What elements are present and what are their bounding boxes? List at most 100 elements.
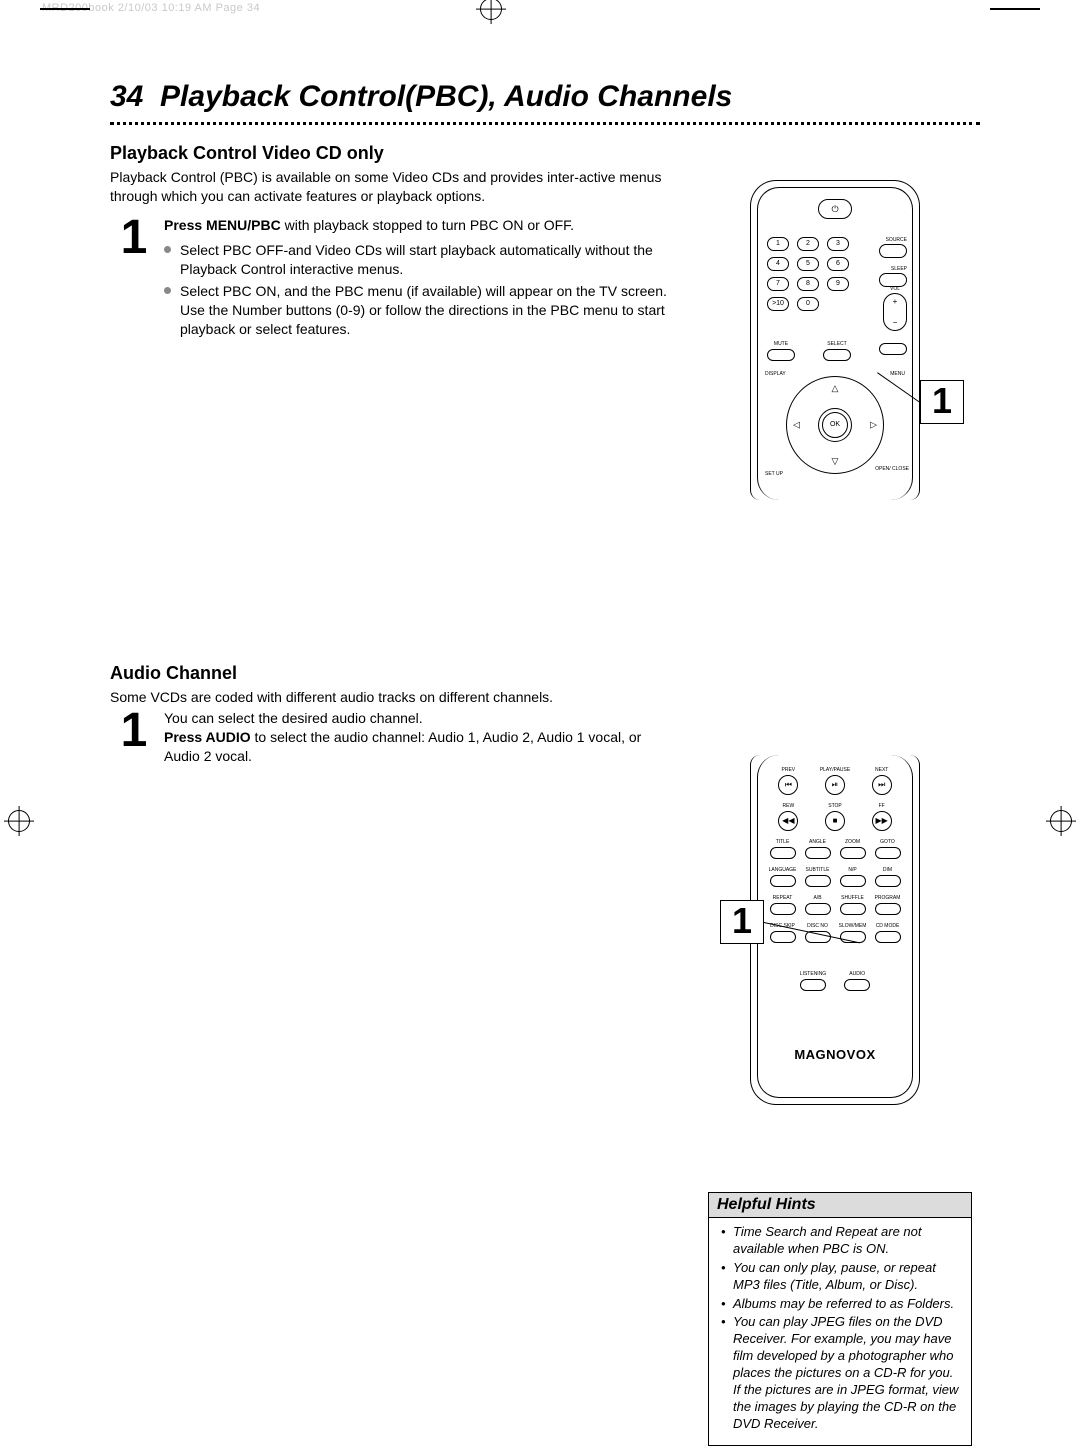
label: DISC NO bbox=[800, 923, 835, 929]
pill-button-icon bbox=[800, 979, 826, 991]
volume-rocker-icon: VOL + − bbox=[883, 293, 907, 331]
registration-mark bbox=[480, 0, 502, 20]
hint-item: You can play JPEG files on the DVD Recei… bbox=[721, 1314, 961, 1432]
helpful-hints-box: Helpful Hints Time Search and Repeat are… bbox=[708, 1192, 972, 1446]
pill-button-icon bbox=[875, 931, 901, 943]
label: FF bbox=[858, 803, 905, 809]
num-button: 9 bbox=[827, 277, 849, 291]
label: REPEAT bbox=[765, 895, 800, 901]
setup-label: SET UP bbox=[765, 471, 783, 477]
hint-item: Time Search and Repeat are not available… bbox=[721, 1224, 961, 1258]
pill-button-icon bbox=[770, 931, 796, 943]
left-arrow-icon: ◁ bbox=[793, 420, 800, 431]
brand-label: MAGNOVOX bbox=[751, 1047, 919, 1062]
menu-label: MENU bbox=[890, 371, 905, 377]
pill-button-icon bbox=[805, 903, 831, 915]
number-pad: 1 2 3 4 5 6 7 8 9 >10 0 bbox=[767, 237, 849, 311]
nav-ring-icon: △ ▽ ◁ ▷ OK bbox=[786, 376, 884, 474]
remote-bottom-illustration: PREV⏮ PLAY/PAUSE⏯ NEXT⏭ REW◀◀ STOP■ FF▶▶… bbox=[750, 755, 920, 1105]
next-icon: ⏭ bbox=[872, 775, 892, 795]
page-title-text: Playback Control(PBC), Audio Channels bbox=[160, 80, 732, 113]
bullet-item: Select PBC OFF-and Video CDs will start … bbox=[164, 241, 670, 279]
transport-row-2: REW◀◀ STOP■ FF▶▶ bbox=[765, 803, 905, 831]
num-button: 7 bbox=[767, 277, 789, 291]
label: TITLE bbox=[765, 839, 800, 845]
pill-button-icon bbox=[770, 903, 796, 915]
label: AUDIO bbox=[844, 971, 870, 977]
section2-intro: Some VCDs are coded with different audio… bbox=[110, 688, 670, 707]
pill-button-icon bbox=[875, 903, 901, 915]
play-pause-icon: ⏯ bbox=[825, 775, 845, 795]
open-close-label: OPEN/ CLOSE bbox=[875, 467, 909, 472]
prev-icon: ⏮ bbox=[778, 775, 798, 795]
num-button: 6 bbox=[827, 257, 849, 271]
section2-instruction: Press AUDIO to select the audio channel:… bbox=[164, 728, 670, 766]
label: SUBTITLE bbox=[800, 867, 835, 873]
pill-button-icon bbox=[879, 244, 907, 258]
pill-button-icon bbox=[840, 903, 866, 915]
num-button: 4 bbox=[767, 257, 789, 271]
section1-bullets: Select PBC OFF-and Video CDs will start … bbox=[164, 241, 670, 339]
num-button: 8 bbox=[797, 277, 819, 291]
label: PREV bbox=[765, 767, 812, 773]
display-label: DISPLAY bbox=[765, 371, 786, 377]
section2-heading: Audio Channel bbox=[110, 663, 980, 684]
right-arrow-icon: ▷ bbox=[870, 420, 877, 431]
label: DIM bbox=[870, 867, 905, 873]
section2-step: 1 You can select the desired audio chann… bbox=[110, 709, 670, 766]
label: STOP bbox=[812, 803, 859, 809]
label: ZOOM bbox=[835, 839, 870, 845]
num-button: 1 bbox=[767, 237, 789, 251]
label: N/P bbox=[835, 867, 870, 873]
hints-body: Time Search and Repeat are not available… bbox=[709, 1218, 971, 1445]
hints-header: Helpful Hints bbox=[709, 1193, 971, 1218]
label: GOTO bbox=[870, 839, 905, 845]
mute-select-row: MUTE SELECT bbox=[767, 341, 907, 361]
pill-button-icon bbox=[770, 875, 796, 887]
num-button: 2 bbox=[797, 237, 819, 251]
side-buttons: SOURCE SLEEP bbox=[879, 237, 907, 287]
feature-row: LANGUAGE SUBTITLE N/P DIM bbox=[765, 867, 905, 887]
step-number: 1 bbox=[110, 216, 158, 259]
label: SHUFFLE bbox=[835, 895, 870, 901]
section1-intro: Playback Control (PBC) is available on s… bbox=[110, 168, 670, 206]
registration-mark bbox=[1050, 810, 1072, 832]
feature-row: REPEAT A/B SHUFFLE PROGRAM bbox=[765, 895, 905, 915]
pill-button-icon bbox=[875, 875, 901, 887]
down-arrow-icon: ▽ bbox=[832, 456, 839, 467]
section1-heading: Playback Control Video CD only bbox=[110, 143, 980, 164]
step-number: 1 bbox=[110, 709, 158, 752]
instr-rest: with playback stopped to turn PBC ON or … bbox=[281, 217, 574, 233]
dotted-rule bbox=[110, 122, 980, 125]
section2-intro2: You can select the desired audio channel… bbox=[164, 709, 670, 728]
rew-icon: ◀◀ bbox=[778, 811, 798, 831]
callout-box: 1 bbox=[920, 380, 964, 424]
up-arrow-icon: △ bbox=[832, 383, 839, 394]
page-number: 34 bbox=[110, 80, 143, 113]
remote-top-illustration: ⏻ 1 2 3 4 5 6 7 8 9 >10 0 SOURCE SLEEP V… bbox=[750, 180, 920, 500]
pill-button-icon bbox=[875, 847, 901, 859]
pill-button-icon bbox=[805, 875, 831, 887]
power-button-icon: ⏻ bbox=[818, 199, 852, 219]
feature-row: TITLE ANGLE ZOOM GOTO bbox=[765, 839, 905, 859]
label: CD MODE bbox=[870, 923, 905, 929]
label: NEXT bbox=[858, 767, 905, 773]
crop-mark bbox=[990, 8, 1040, 10]
ff-icon: ▶▶ bbox=[872, 811, 892, 831]
pill-button-icon bbox=[879, 273, 907, 287]
label: SLOW/MEM bbox=[835, 923, 870, 929]
num-button: >10 bbox=[767, 297, 789, 311]
label: LISTENING bbox=[800, 971, 826, 977]
stop-icon: ■ bbox=[825, 811, 845, 831]
pill-button-icon bbox=[767, 349, 795, 361]
pill-button-icon bbox=[840, 875, 866, 887]
pill-button-icon bbox=[879, 343, 907, 355]
plus-icon: + bbox=[884, 297, 906, 306]
callout-box: 1 bbox=[720, 900, 764, 944]
ok-button-icon: OK bbox=[822, 412, 848, 438]
num-button: 3 bbox=[827, 237, 849, 251]
label: PROGRAM bbox=[870, 895, 905, 901]
section1-step: 1 Press MENU/PBC with playback stopped t… bbox=[110, 216, 670, 343]
num-button: 5 bbox=[797, 257, 819, 271]
bullet-item: Select PBC ON, and the PBC menu (if avai… bbox=[164, 282, 670, 339]
